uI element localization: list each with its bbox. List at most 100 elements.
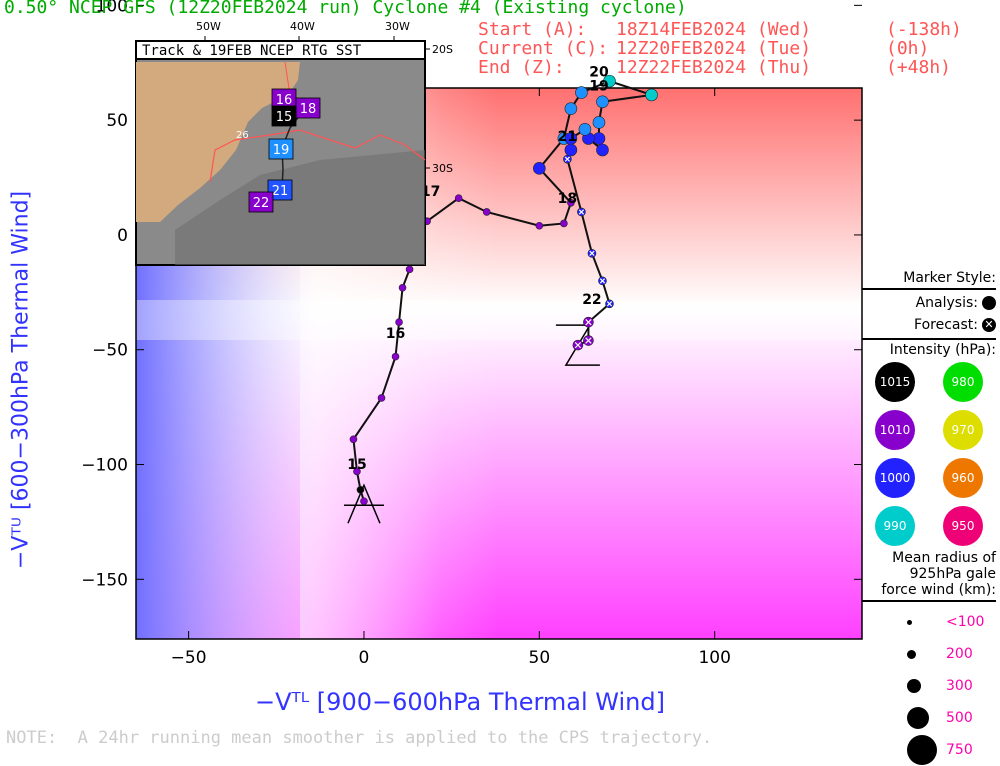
end-label: End (Z): [478,57,565,78]
radius-value: 750 [946,742,973,758]
analysis-point [596,143,609,157]
forecast-point [587,249,597,258]
analysis-point [592,132,606,145]
day-label: 22 [582,292,601,308]
radius-value: 500 [946,710,973,726]
intensity-swatch: 980 [943,362,983,402]
y-axis-label-wrap: −Vᵀᵁ [600−300hPa Thermal Wind] [6,140,36,620]
analysis-point [592,116,606,129]
legend-forecast-row: Forecast: ✕ [862,314,996,336]
smoother-note: NOTE: A 24hr running mean smoother is ap… [6,728,713,748]
radius-title-1: Mean radius of [892,550,996,566]
x-tick-label: 0 [359,648,370,668]
intensity-swatch: 950 [943,506,983,546]
analysis-point [535,221,544,230]
intensity-swatch: 960 [943,458,983,498]
radius-title-2: 925hPa gale [909,566,996,582]
intensity-swatch: 1015 [875,362,915,402]
legend-divider-2 [862,338,996,340]
start-label: Start (A): [478,19,587,40]
analysis-point [533,162,546,175]
axes: −50 0 50 100 −150 −100 −50 0 50 100 [81,0,863,668]
x-tick-label: 50 [529,648,551,668]
svg-text:19: 19 [273,143,290,158]
x-axis-label: −Vᵀᴸ [900−600hPa Thermal Wind] [255,688,665,716]
svg-text:21: 21 [272,184,289,199]
inset-lon-50w: 50W [196,20,221,33]
radius-row: 200 [862,638,996,670]
analysis-point [454,194,463,202]
analysis-point [564,102,578,115]
current-value: 12Z20FEB2024 (Tue) [616,38,812,59]
svg-text:18: 18 [300,102,317,117]
intensity-swatch: 1010 [875,410,915,450]
radius-row: 750 [862,734,996,766]
forecast-point [583,316,594,328]
legend-divider-3 [862,600,996,602]
legend: Marker Style: Analysis: Forecast: ✕ Inten… [862,270,996,766]
radius-dot [907,619,912,625]
forecast-point [563,154,572,164]
intensity-title: Intensity (hPa): [889,342,996,358]
analysis-point [567,198,575,207]
analysis-point [349,435,358,444]
analysis-point [405,265,414,274]
radius-value: <100 [946,614,985,630]
y-tick-label: −50 [92,341,128,361]
analysis-point [578,123,592,136]
intensity-swatch: 990 [875,506,915,546]
track-line [352,80,652,502]
inset-title: Track & 19FEB NCEP RTG SST [142,43,362,59]
analysis-point [603,74,616,88]
forecast-point [583,335,594,346]
day-label: 16 [386,326,405,342]
legend-analysis-row: Analysis: [862,292,996,314]
inset-day-box: 19 [268,138,294,160]
analysis-label: Analysis: [915,295,978,311]
end-offset: (+48h) [886,57,952,78]
analysis-marker-icon [982,296,996,310]
svg-text:22: 22 [253,196,270,211]
radius-dot [907,649,916,659]
analysis-point [482,208,491,216]
day-label: 20 [589,65,609,81]
analysis-point [395,318,403,326]
radius-dot [907,707,929,729]
analysis-point [560,219,568,228]
intensity-legend: 1015 980 1010 970 1000 960 990 950 [862,362,996,546]
radius-row: 500 [862,702,996,734]
inset-sst-label: 26 [236,130,249,141]
radius-title-3: force wind (km): [881,582,996,598]
inset-land [136,62,300,222]
forecast-marker-icon: ✕ [982,318,996,332]
radius-legend: <100 200 300 500 750 [862,606,996,766]
track-markers [349,74,658,506]
day-label: 15 [347,457,366,473]
x-tick-label: 100 [698,648,730,668]
analysis-point [575,86,588,99]
current-label: Current (C): [478,38,609,59]
inset-sst-contour [209,129,426,183]
forecast-point [572,339,584,351]
y-tick-label: 0 [117,226,128,246]
inset-day-box: 18 [295,97,321,119]
end-value: 12Z22FEB2024 (Thu) [616,57,812,78]
inset-lon-30w: 30W [385,20,410,33]
current-offset: (0h) [886,38,930,59]
inset-map: 26 Track & 19FEB NCEP RTG SST 16 18 15 19 21… [135,20,453,266]
y-tick-label: −150 [81,570,128,590]
radius-row: 300 [862,670,996,702]
inset-day-box: 15 [271,105,297,127]
svg-text:16: 16 [276,93,293,108]
forecast-point [605,299,614,309]
y-tick-label: 100 [96,0,128,16]
day-label: 18 [558,191,577,207]
x-tick-label: −50 [171,648,207,668]
inset-ocean-shading [175,150,425,265]
inset-day-box: 21 [267,179,293,201]
y-axis-label: −Vᵀᵁ [600−300hPa Thermal Wind] [8,190,34,570]
analysis-point [391,352,400,361]
day-label: 19 [589,78,608,94]
